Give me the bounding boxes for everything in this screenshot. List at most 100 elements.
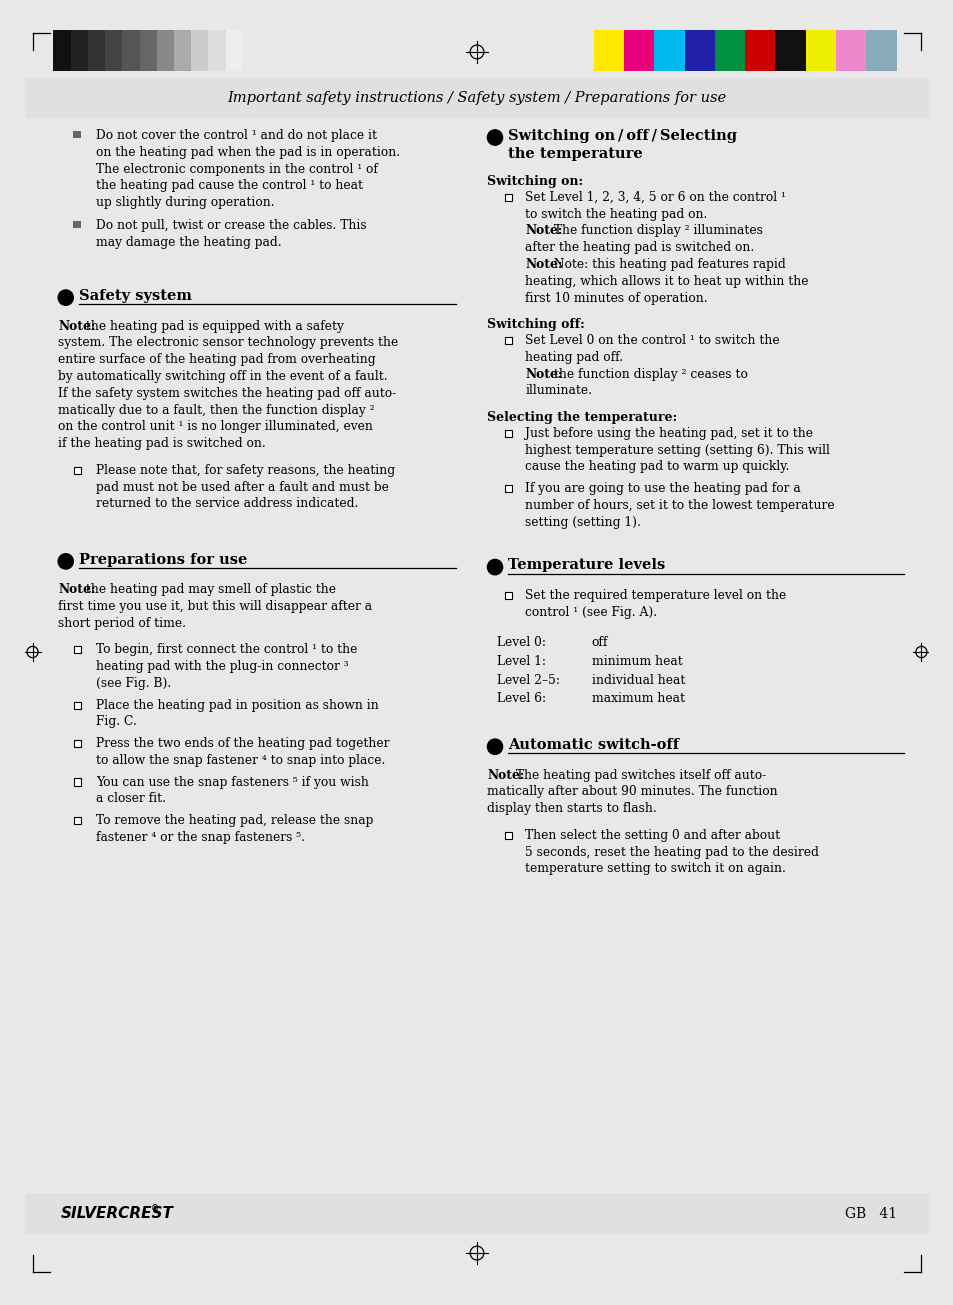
Text: highest temperature setting (setting 6). This will: highest temperature setting (setting 6).… (525, 444, 829, 457)
Text: Note:: Note: (58, 320, 95, 333)
FancyBboxPatch shape (73, 779, 81, 786)
Text: Note: this heating pad features rapid: Note: this heating pad features rapid (549, 258, 784, 271)
Text: Level 6:: Level 6: (497, 693, 545, 706)
Text: You can use the snap fasteners ⁵ if you wish: You can use the snap fasteners ⁵ if you … (96, 775, 369, 788)
Circle shape (58, 290, 73, 305)
Text: Safety system: Safety system (79, 288, 192, 303)
Text: heating pad with the plug-in connector ³: heating pad with the plug-in connector ³ (96, 660, 349, 673)
Text: Level 1:: Level 1: (497, 655, 545, 668)
Bar (775, 30, 805, 72)
Text: first time you use it, but this will disappear after a: first time you use it, but this will dis… (58, 600, 372, 613)
Text: Level 2–5:: Level 2–5: (497, 673, 559, 686)
Bar (684, 30, 714, 72)
Circle shape (487, 560, 502, 574)
Text: the temperature: the temperature (508, 146, 642, 161)
FancyBboxPatch shape (504, 337, 512, 345)
Text: Set Level 1, 2, 3, 4, 5 or 6 on the control ¹: Set Level 1, 2, 3, 4, 5 or 6 on the cont… (525, 191, 785, 204)
Text: Do not cover the control ¹ and do not place it: Do not cover the control ¹ and do not pl… (96, 129, 376, 142)
Text: illuminate.: illuminate. (525, 385, 592, 398)
Text: Just before using the heating pad, set it to the: Just before using the heating pad, set i… (525, 427, 813, 440)
Text: Level 0:: Level 0: (497, 636, 545, 649)
Bar (191, 30, 209, 72)
FancyBboxPatch shape (504, 592, 512, 599)
Text: off: off (591, 636, 607, 649)
Text: GB   41: GB 41 (843, 1207, 896, 1220)
Text: Place the heating pad in position as shown in: Place the heating pad in position as sho… (96, 698, 378, 711)
Text: number of hours, set it to the lowest temperature: number of hours, set it to the lowest te… (525, 499, 834, 512)
Text: ®: ® (151, 1206, 159, 1214)
Bar (865, 30, 896, 72)
Bar (53, 30, 71, 72)
Bar (623, 30, 654, 72)
Text: matically after about 90 minutes. The function: matically after about 90 minutes. The fu… (487, 786, 778, 799)
Text: If you are going to use the heating pad for a: If you are going to use the heating pad … (525, 482, 801, 495)
Text: Set Level 0 on the control ¹ to switch the: Set Level 0 on the control ¹ to switch t… (525, 334, 780, 347)
Text: Press the two ends of the heating pad together: Press the two ends of the heating pad to… (96, 737, 389, 750)
FancyBboxPatch shape (73, 817, 81, 825)
Text: may damage the heating pad.: may damage the heating pad. (96, 236, 281, 249)
Text: control ¹ (see Fig. A).: control ¹ (see Fig. A). (525, 606, 657, 619)
Text: (see Fig. B).: (see Fig. B). (96, 677, 172, 690)
Text: temperature setting to switch it on again.: temperature setting to switch it on agai… (525, 863, 785, 876)
Text: the heating pad may smell of plastic the: the heating pad may smell of plastic the (82, 583, 336, 596)
Text: Temperature levels: Temperature levels (508, 559, 665, 573)
Text: Switching on:: Switching on: (487, 175, 583, 188)
Text: cause the heating pad to warm up quickly.: cause the heating pad to warm up quickly… (525, 461, 789, 474)
Text: Automatic switch-off: Automatic switch-off (508, 739, 679, 752)
Text: the heating pad cause the control ¹ to heat: the heating pad cause the control ¹ to h… (96, 179, 363, 192)
Bar (105, 30, 122, 72)
Bar (88, 30, 105, 72)
Bar (714, 30, 744, 72)
Text: Note:: Note: (525, 224, 562, 238)
Text: Switching off:: Switching off: (487, 318, 584, 331)
Text: heating, which allows it to heat up within the: heating, which allows it to heat up with… (525, 275, 808, 288)
Text: The heating pad switches itself off auto-: The heating pad switches itself off auto… (511, 769, 765, 782)
Text: Fig. C.: Fig. C. (96, 715, 136, 728)
Bar (805, 30, 835, 72)
Text: the heating pad is equipped with a safety: the heating pad is equipped with a safet… (82, 320, 344, 333)
Bar (835, 30, 865, 72)
Text: minimum heat: minimum heat (591, 655, 681, 668)
Text: The function display ² illuminates: The function display ² illuminates (549, 224, 761, 238)
Text: entire surface of the heating pad from overheating: entire surface of the heating pad from o… (58, 354, 375, 367)
Text: returned to the service address indicated.: returned to the service address indicate… (96, 497, 358, 510)
Text: Selecting the temperature:: Selecting the temperature: (487, 411, 677, 424)
Text: the function display ² ceases to: the function display ² ceases to (549, 368, 746, 381)
Text: SILVERCREST: SILVERCREST (61, 1206, 173, 1221)
Text: To begin, first connect the control ¹ to the: To begin, first connect the control ¹ to… (96, 643, 357, 656)
Bar (73, 130, 81, 138)
Text: Please note that, for safety reasons, the heating: Please note that, for safety reasons, th… (96, 463, 395, 476)
Text: individual heat: individual heat (591, 673, 684, 686)
FancyBboxPatch shape (504, 429, 512, 437)
FancyBboxPatch shape (73, 467, 81, 474)
Text: The electronic components in the control ¹ of: The electronic components in the control… (96, 163, 377, 175)
Text: Note:: Note: (525, 368, 562, 381)
Text: up slightly during operation.: up slightly during operation. (96, 196, 274, 209)
Text: Important safety instructions / Safety system / Preparations for use: Important safety instructions / Safety s… (227, 91, 726, 106)
Bar (156, 30, 173, 72)
Text: Note:: Note: (58, 583, 95, 596)
FancyBboxPatch shape (73, 740, 81, 748)
Text: by automatically switching off in the event of a fault.: by automatically switching off in the ev… (58, 371, 387, 382)
Text: heating pad off.: heating pad off. (525, 351, 623, 364)
Text: short period of time.: short period of time. (58, 617, 186, 630)
FancyBboxPatch shape (504, 193, 512, 201)
Bar (139, 30, 156, 72)
Circle shape (58, 553, 73, 569)
Text: first 10 minutes of operation.: first 10 minutes of operation. (525, 292, 707, 305)
Bar (122, 30, 139, 72)
FancyBboxPatch shape (73, 646, 81, 654)
Text: Switching on / off / Selecting: Switching on / off / Selecting (508, 129, 737, 142)
Circle shape (487, 739, 502, 754)
Text: to switch the heating pad on.: to switch the heating pad on. (525, 207, 707, 221)
Text: To remove the heating pad, release the snap: To remove the heating pad, release the s… (96, 814, 373, 827)
Bar (73, 221, 81, 228)
Bar (226, 30, 243, 72)
Bar (71, 30, 88, 72)
Bar (25, 78, 928, 119)
Text: Then select the setting 0 and after about: Then select the setting 0 and after abou… (525, 829, 780, 842)
Bar (173, 30, 191, 72)
Text: system. The electronic sensor technology prevents the: system. The electronic sensor technology… (58, 337, 398, 350)
FancyBboxPatch shape (73, 702, 81, 709)
FancyBboxPatch shape (504, 485, 512, 492)
